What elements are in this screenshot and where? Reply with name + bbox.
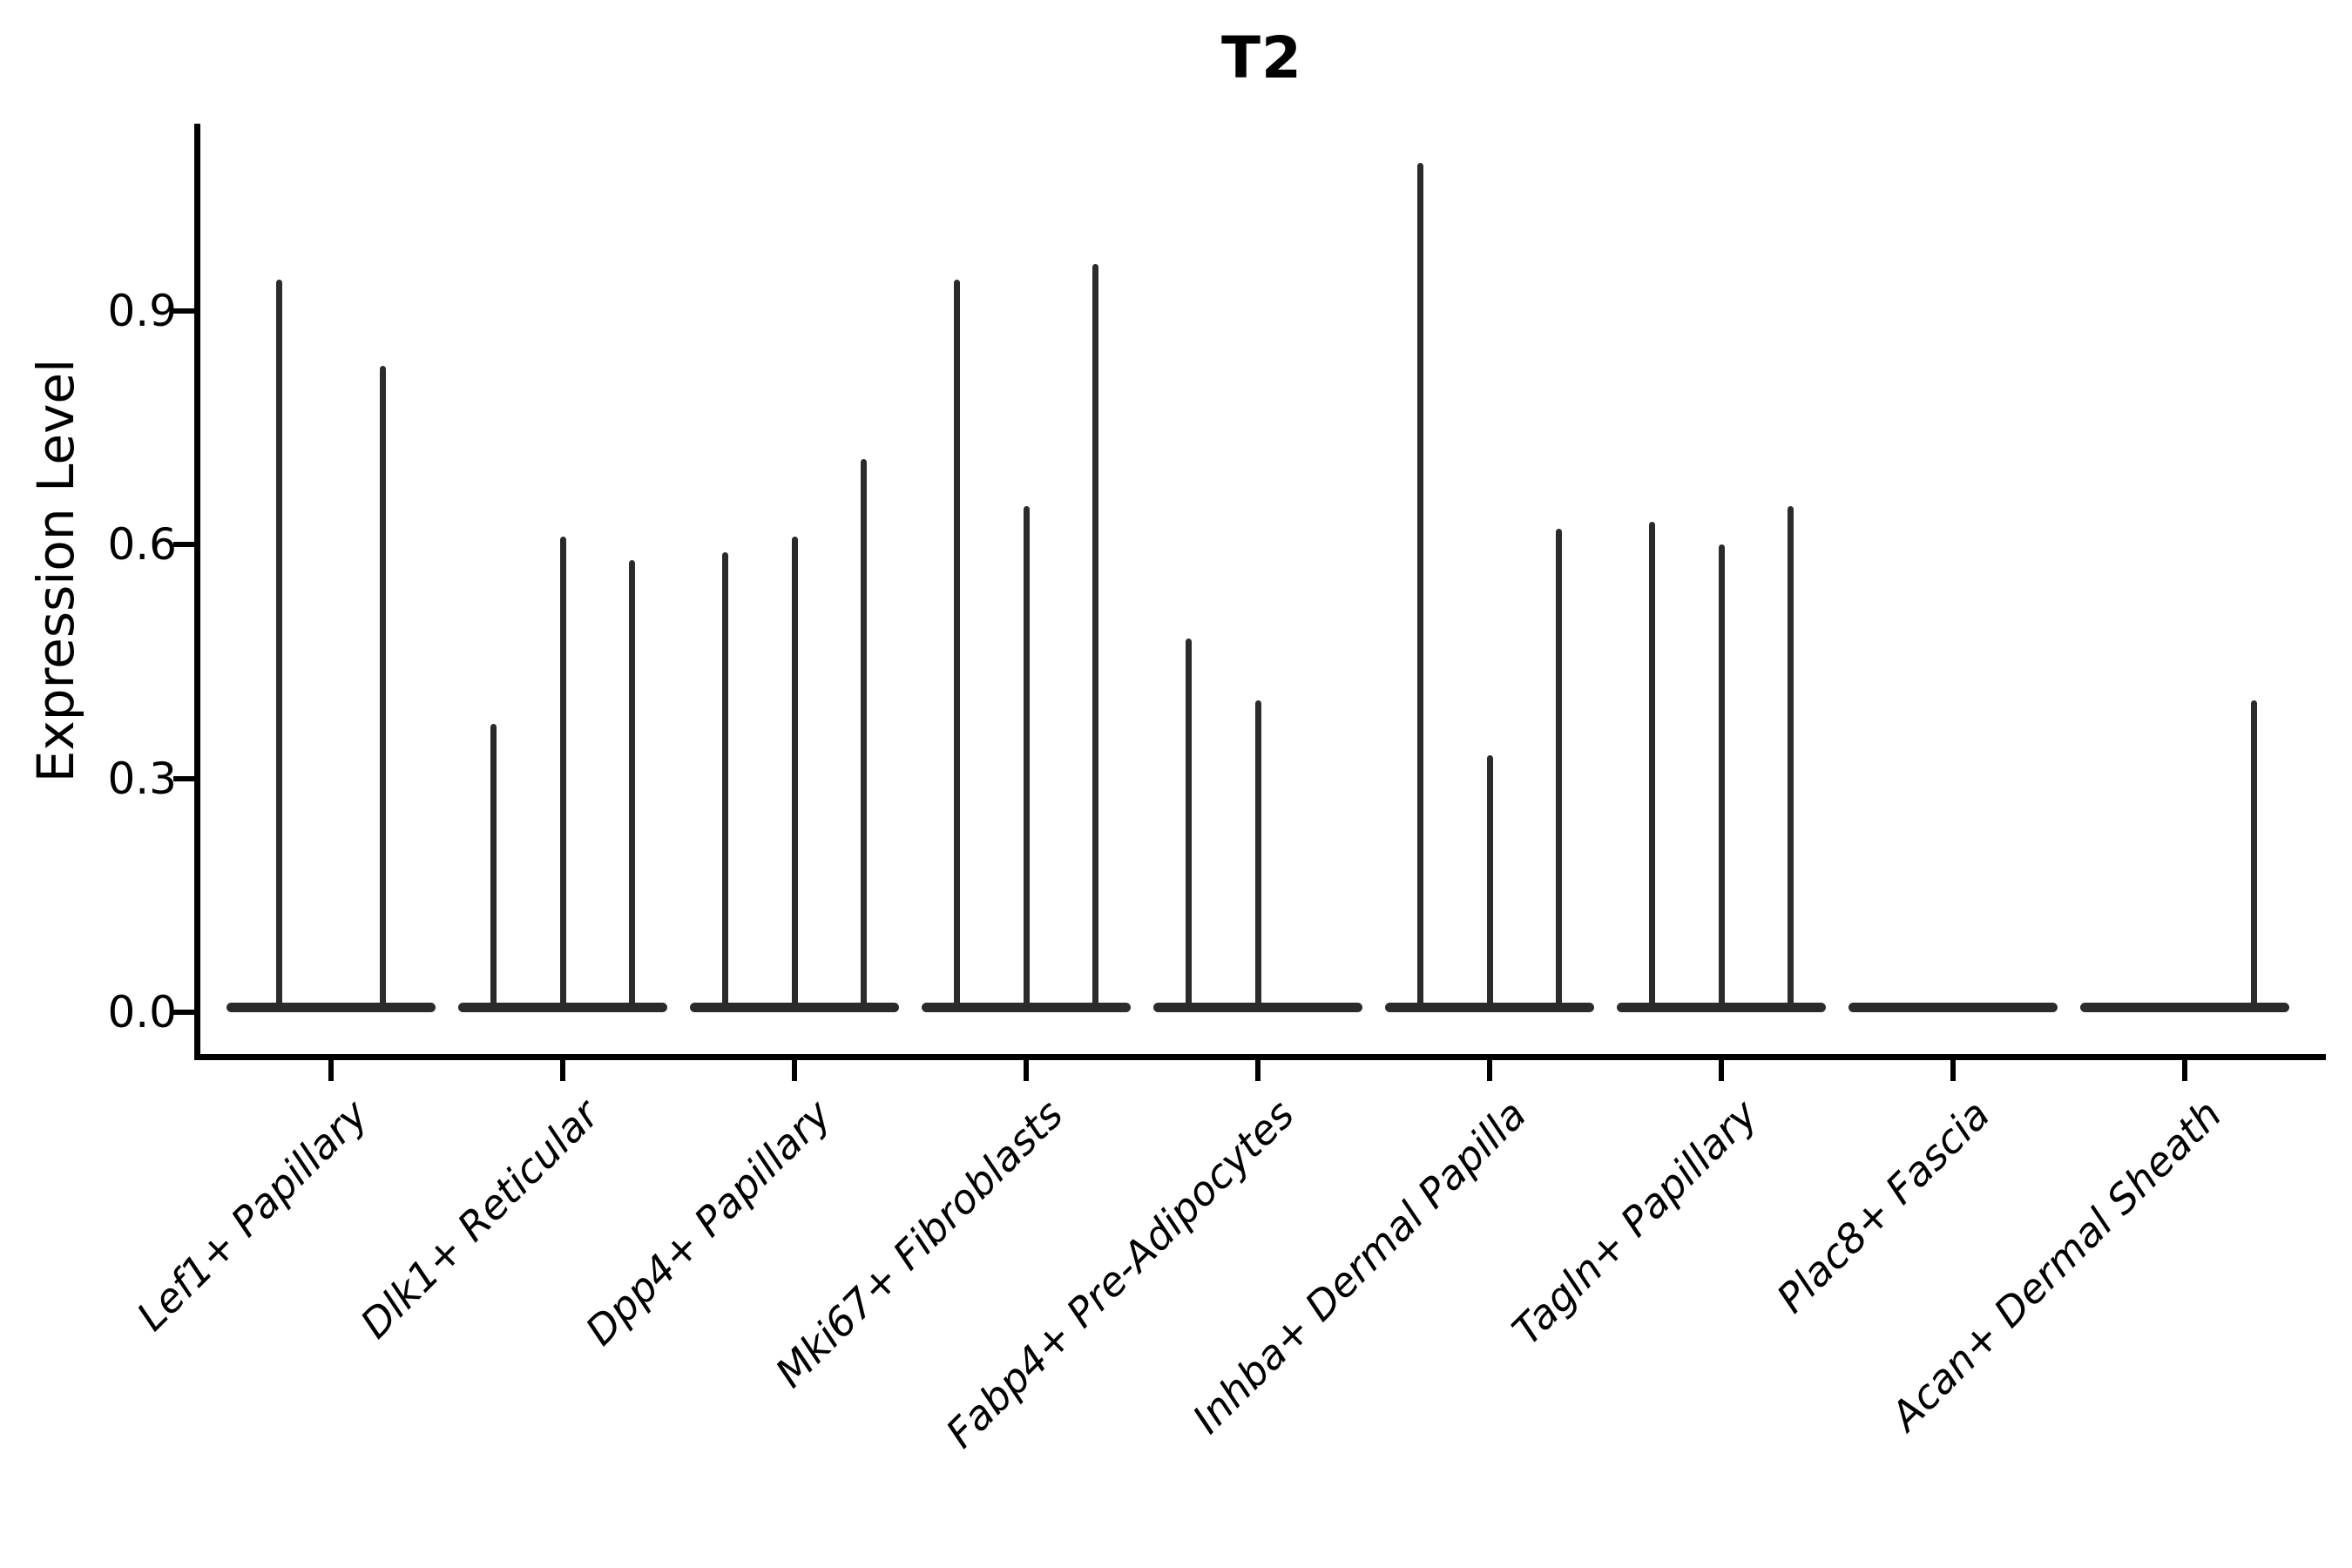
x-axis-spine — [194, 1054, 2326, 1060]
violin-spike — [861, 458, 868, 1012]
y-tick-label: 0.3 — [107, 753, 177, 804]
violin-spike — [721, 552, 728, 1012]
violin-spike — [953, 280, 960, 1012]
y-axis-spine — [194, 124, 200, 1060]
violin-spike — [1092, 264, 1099, 1012]
violin-spike — [1556, 529, 1563, 1012]
x-category-label: Lef1+ Papillary — [127, 1091, 377, 1340]
violin-spike — [380, 365, 387, 1012]
violin-spike — [490, 724, 497, 1012]
violin-spike — [1185, 638, 1192, 1012]
violin-spike — [1486, 754, 1493, 1012]
x-tick-mark — [560, 1060, 565, 1081]
violin-spike — [559, 537, 566, 1012]
x-tick-mark — [1950, 1060, 1956, 1081]
x-tick-mark — [328, 1060, 334, 1081]
violin-spike — [791, 537, 798, 1012]
x-category-label: Dlk1+ Reticular — [351, 1091, 609, 1348]
violin-spike — [1788, 505, 1794, 1012]
y-tick-mark — [173, 1010, 194, 1015]
y-tick-label: 0.9 — [107, 286, 177, 337]
x-tick-mark — [1719, 1060, 1724, 1081]
x-tick-mark — [792, 1060, 797, 1081]
violin-spike — [1648, 521, 1655, 1012]
y-tick-label: 0.6 — [107, 519, 177, 571]
violin-spike — [1718, 544, 1725, 1012]
y-axis-label: Expression Level — [26, 358, 85, 783]
x-category-label: Plac8+ Fascia — [1767, 1091, 1999, 1322]
x-tick-mark — [1024, 1060, 1029, 1081]
y-tick-label: 0.0 — [107, 987, 177, 1037]
y-tick-mark — [173, 542, 194, 548]
x-tick-mark — [2182, 1060, 2187, 1081]
violin-base — [1848, 1003, 2058, 1012]
violin-spike — [1416, 163, 1423, 1012]
x-tick-mark — [1487, 1060, 1492, 1081]
y-tick-mark — [173, 308, 194, 314]
x-category-label: Dpp4+ Papillary — [576, 1091, 841, 1355]
x-tick-mark — [1255, 1060, 1260, 1081]
violin-spike — [2251, 700, 2258, 1012]
violin-spike — [1254, 700, 1261, 1012]
y-tick-mark — [173, 775, 194, 781]
violin-spike — [629, 560, 636, 1012]
chart-title: T2 — [1221, 24, 1302, 91]
violin-spike — [275, 280, 282, 1012]
violin-base — [2080, 1003, 2289, 1012]
violin-spike — [1023, 505, 1030, 1012]
x-category-label: Tagln+ Papillary — [1503, 1091, 1767, 1355]
violin-base — [226, 1003, 436, 1012]
